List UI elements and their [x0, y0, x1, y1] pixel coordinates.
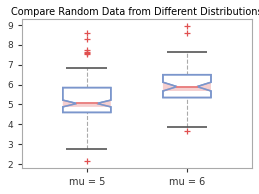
Polygon shape	[63, 88, 111, 113]
Polygon shape	[163, 82, 211, 91]
Polygon shape	[163, 75, 211, 98]
Title: Compare Random Data from Different Distributions: Compare Random Data from Different Distr…	[11, 7, 259, 17]
Polygon shape	[63, 100, 111, 107]
